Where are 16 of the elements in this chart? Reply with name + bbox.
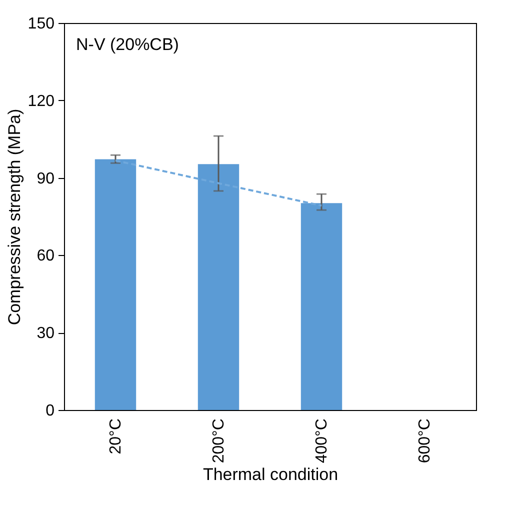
x-tick-label: 600°C (416, 418, 434, 464)
y-tick-label: 90 (36, 170, 55, 188)
x-tick-label: 200°C (210, 418, 228, 464)
y-tick-label: 30 (36, 325, 55, 342)
bar (300, 203, 342, 410)
bar (198, 164, 240, 410)
y-tick-label: 0 (46, 402, 55, 420)
x-tick-label: 20°C (108, 418, 124, 454)
x-axis-title: Thermal condition (202, 465, 338, 484)
x-tick-label: 400°C (314, 418, 330, 464)
bar (94, 159, 136, 410)
y-axis-title: Compressive strength (MPa) (4, 108, 24, 326)
y-tick-label: 120 (28, 92, 55, 110)
y-tick-label: 60 (36, 248, 55, 265)
y-tick-label: 150 (28, 16, 55, 32)
annotation: N-V (20%CB) (76, 35, 179, 54)
